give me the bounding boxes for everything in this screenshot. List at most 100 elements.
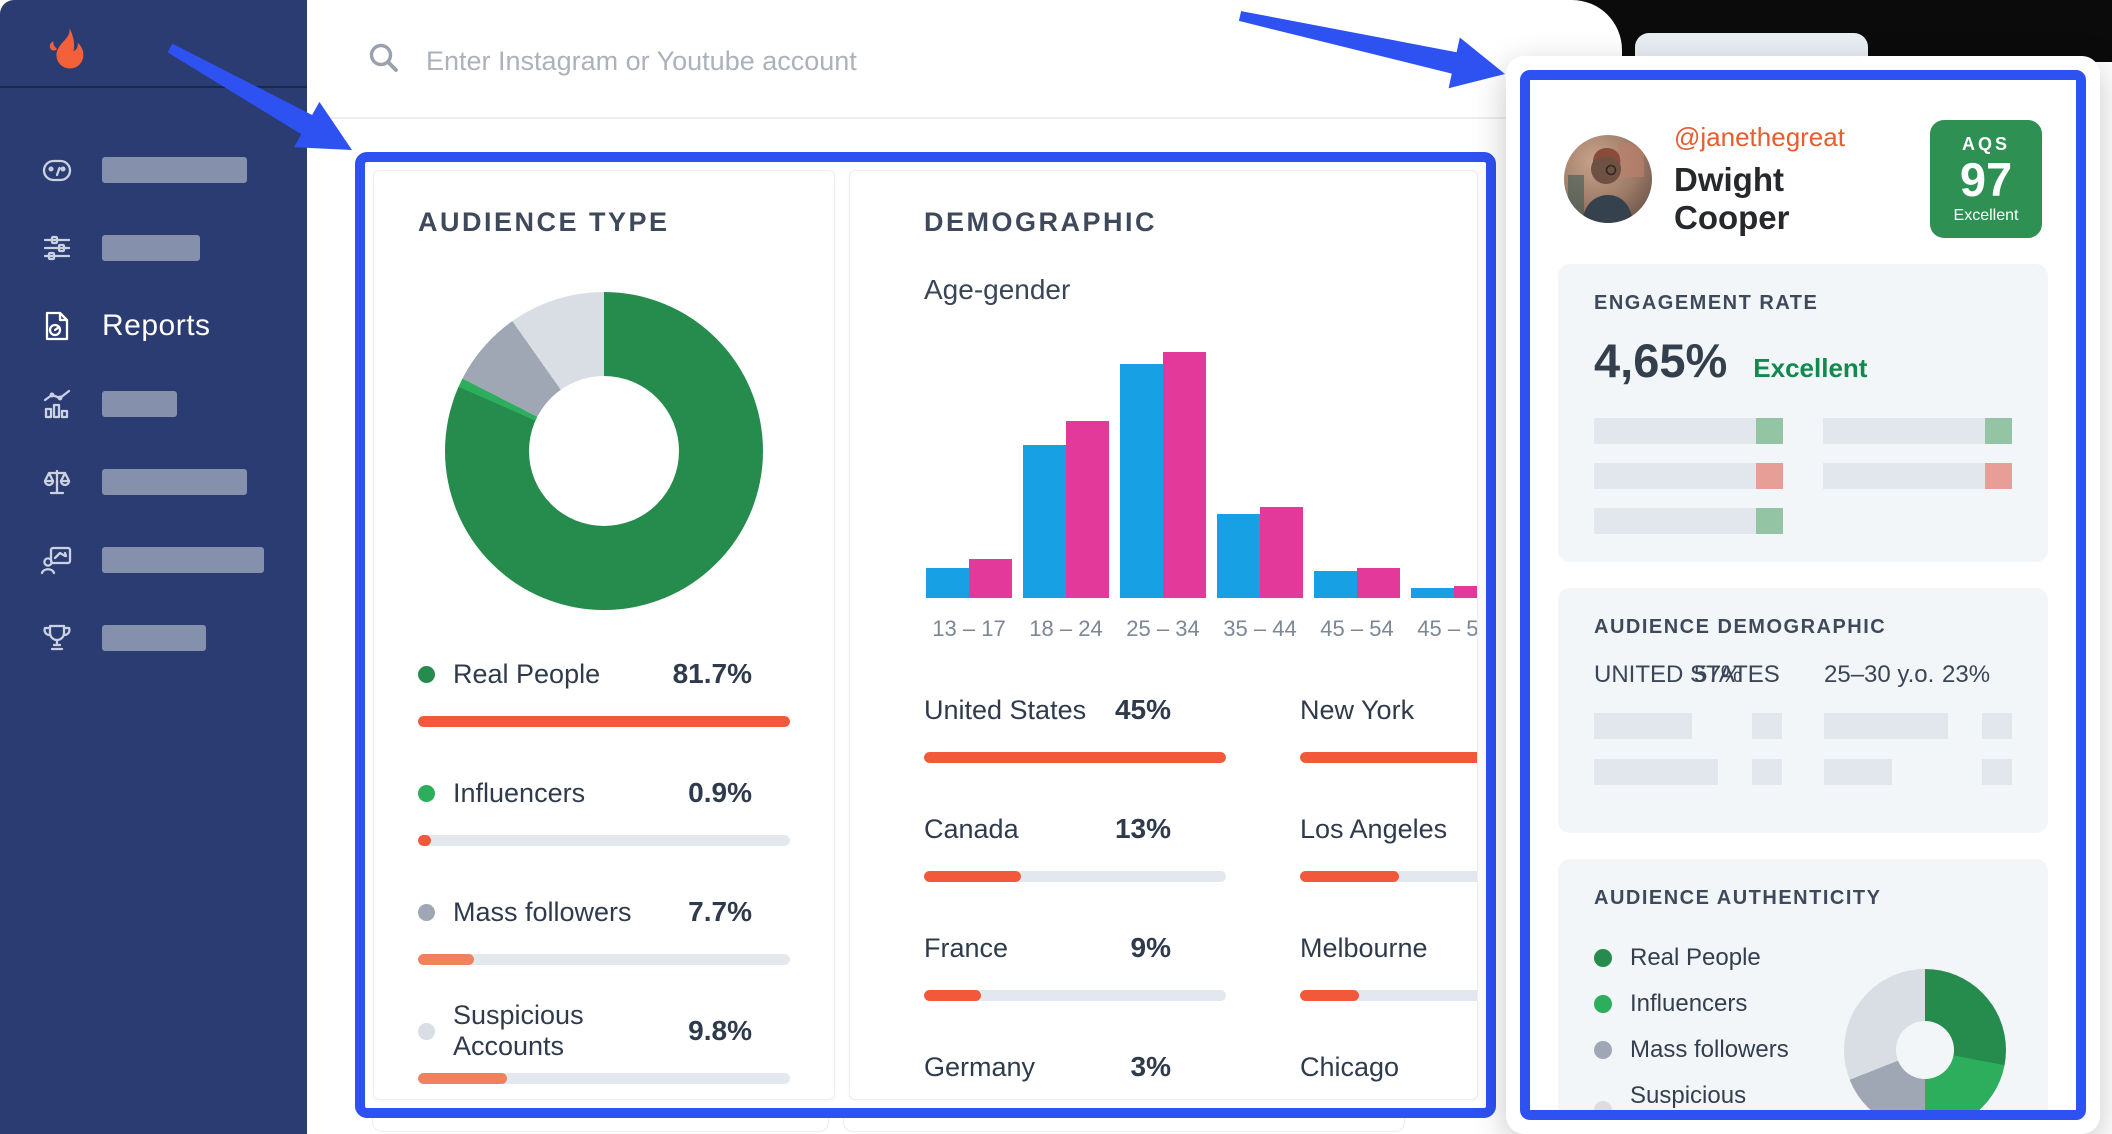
progress-track — [418, 835, 790, 846]
sidebar-item-reports[interactable]: Reports — [40, 309, 307, 343]
legend-label: Suspicious Accounts — [453, 1000, 584, 1061]
legend-label: Suspicious Accounts — [1630, 1082, 1747, 1109]
age-gender-bar-male — [1120, 364, 1163, 598]
cities-column: New York Los Angeles Melbourne Chicago — [1300, 692, 1477, 1099]
geo-row: New York — [1300, 692, 1477, 763]
engagement-rate-value: 4,65% — [1594, 334, 1728, 387]
progress-fill — [418, 1073, 508, 1084]
age-gender-bar-female — [1066, 420, 1109, 598]
top-country-value: 57% — [1694, 661, 1743, 688]
age-gender-group: 13 – 17 — [924, 352, 1014, 642]
legend-dot — [1594, 1101, 1612, 1110]
geo-label: Los Angeles — [1300, 813, 1448, 844]
demographic-title: DEMOGRAPHIC — [924, 207, 1158, 237]
sidebar-item-placeholder — [102, 469, 247, 495]
geo-label: New York — [1300, 694, 1415, 725]
demographic-card: DEMOGRAPHIC Age-gender 13 – 17 18 – 24 25 … — [849, 170, 1478, 1100]
skeleton-marker-green — [1756, 508, 1783, 534]
engagement-rate-rating: Excellent — [1753, 353, 1868, 383]
legend-dot — [1594, 949, 1612, 967]
top-age-label: 25–30 y.o. — [1824, 661, 1935, 688]
authenticity-legend-row: Influencers — [1594, 990, 1844, 1018]
age-gender-tick-label: 13 – 17 — [932, 616, 1006, 641]
age-gender-bar-female — [1454, 585, 1477, 598]
legend-label: Real People — [1630, 944, 1761, 971]
geo-value: 3% — [1130, 1051, 1171, 1082]
legend-dot — [418, 784, 435, 802]
audience-type-title: AUDIENCE TYPE — [418, 207, 670, 237]
countries-column: United States 45% Canada 13% France 9% Germany… — [924, 692, 1226, 1099]
geo-row: Germany 3% — [924, 1049, 1226, 1099]
geo-row: Chicago — [1300, 1049, 1477, 1099]
search-icon — [369, 43, 398, 72]
age-gender-bar-male — [1411, 588, 1454, 598]
geo-label: Canada — [924, 813, 1019, 844]
age-gender-group: 45 – 54 — [1312, 352, 1402, 642]
audience-type-row: Real People 81.7% — [418, 656, 790, 727]
progress-track — [1300, 871, 1477, 882]
audience-type-row: Suspicious Accounts 9.8% — [418, 1000, 790, 1084]
age-gender-bar-female — [1260, 506, 1303, 598]
geo-legend: United States 45% Canada 13% France 9% Germany… — [924, 692, 1477, 1099]
progress-track — [418, 1073, 790, 1084]
sidebar-item-3[interactable] — [40, 387, 307, 421]
card-bottom-edge — [372, 1118, 829, 1132]
audience-type-card: AUDIENCE TYPE Real People 81.7% Influencer… — [373, 170, 835, 1100]
geo-label: France — [924, 932, 1009, 963]
progress-track — [924, 990, 1226, 1001]
age-gender-group: 45 – 54 — [1409, 352, 1477, 642]
sidebar-item-4[interactable] — [40, 465, 307, 499]
report-panel: @janethegreat Dwight Cooper AQS 97 Excel… — [1506, 56, 2100, 1134]
geo-row: United States 45% — [924, 692, 1226, 763]
age-gender-subtitle: Age-gender — [924, 274, 1071, 305]
progress-fill — [418, 716, 790, 727]
age-gender-tick-label: 35 – 44 — [1223, 616, 1297, 641]
progress-fill — [924, 990, 982, 1001]
aqs-label: AQS — [1961, 134, 2010, 154]
sidebar-item-6[interactable] — [40, 621, 307, 655]
age-gender-tick-label: 25 – 34 — [1126, 616, 1200, 641]
progress-fill — [1300, 752, 1477, 763]
engagement-rate-title: ENGAGEMENT RATE — [1594, 292, 1819, 314]
legend-dot — [418, 665, 435, 683]
top-country-label: UNITED STATES — [1594, 661, 1780, 688]
legend-value: 0.9% — [688, 777, 752, 808]
audience-demographic-col-country: UNITED STATES 57% — [1594, 661, 1782, 805]
skeleton-bar — [1823, 418, 2012, 444]
audience-type-legend: Real People 81.7% Influencers 0.9% Mass foll… — [418, 656, 790, 1084]
geo-label: Germany — [924, 1051, 1036, 1082]
geo-row: Melbourne — [1300, 930, 1477, 1001]
search-input[interactable] — [424, 40, 1188, 82]
authenticity-legend-row: Mass followers — [1594, 1036, 1844, 1064]
annotation-box-panel: @janethegreat Dwight Cooper AQS 97 Excel… — [1520, 70, 2086, 1120]
age-gender-bar-chart: 13 – 17 18 – 24 25 – 34 35 – 44 45 – 54 45 – … — [924, 352, 1477, 642]
geo-row: Los Angeles — [1300, 811, 1477, 882]
top-age-value: 23% — [1942, 661, 1991, 688]
audience-type-row: Mass followers 7.7% — [418, 894, 790, 965]
legend-label: Influencers — [1630, 990, 1748, 1017]
authenticity-donut-chart — [1844, 969, 2006, 1110]
profile-name: Dwight Cooper — [1674, 160, 1790, 236]
sidebar-item-placeholder — [102, 157, 247, 183]
skeleton-bar — [1823, 463, 2012, 489]
sidebar-item-5[interactable] — [40, 543, 307, 577]
legend-label: Mass followers — [453, 896, 632, 927]
geo-label: Chicago — [1300, 1051, 1400, 1082]
sidebar-item-1[interactable] — [40, 231, 307, 265]
skeleton-marker-red — [1756, 463, 1783, 489]
skeleton-marker-red — [1985, 463, 2012, 489]
progress-fill — [418, 954, 474, 965]
aqs-rating: Excellent — [1953, 207, 2019, 224]
geo-row: Canada 13% — [924, 811, 1226, 882]
progress-track — [924, 752, 1226, 763]
age-gender-tick-label: 18 – 24 — [1029, 616, 1103, 641]
flame-logo-icon — [49, 28, 84, 69]
sidebar-item-0[interactable] — [40, 153, 307, 187]
profile-header: @janethegreat Dwight Cooper AQS 97 Excel… — [1564, 120, 2042, 238]
age-gender-bar-male — [1023, 445, 1066, 598]
topbar-divider — [307, 117, 1507, 119]
geo-row: France 9% — [924, 930, 1226, 1001]
annotation-arrow-panel — [1238, 11, 1505, 89]
geo-label: United States — [924, 694, 1087, 725]
legend-label: Real People — [453, 658, 601, 689]
